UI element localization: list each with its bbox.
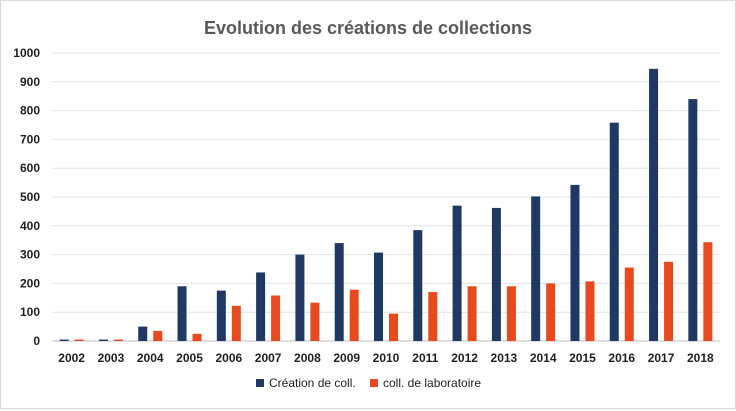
bar-creation	[98, 339, 108, 341]
bar-laboratoire	[506, 286, 516, 341]
x-tick-label: 2006	[215, 351, 242, 365]
bar-laboratoire	[585, 281, 595, 341]
bar-creation	[649, 68, 659, 341]
bar-laboratoire	[74, 339, 84, 341]
bar-creation	[59, 339, 69, 341]
x-tick-label: 2011	[412, 351, 438, 365]
y-tick-label: 300	[20, 248, 40, 262]
legend-label: Création de coll.	[269, 376, 356, 390]
y-tick-label: 800	[20, 104, 40, 118]
bar-creation	[295, 254, 305, 341]
bar-laboratoire	[231, 305, 241, 341]
chart-title: Evolution des créations de collections	[204, 18, 532, 38]
bar-laboratoire	[192, 333, 202, 341]
bar-creation	[177, 286, 187, 341]
bar-laboratoire	[428, 292, 438, 341]
x-tick-label: 2013	[491, 351, 518, 365]
bar-creation	[334, 243, 344, 341]
y-tick-label: 600	[20, 161, 40, 175]
bar-creation	[413, 230, 423, 341]
bar-creation	[570, 184, 580, 341]
y-tick-label: 500	[20, 190, 40, 204]
bar-creation	[216, 290, 226, 341]
y-tick-label: 100	[20, 305, 40, 319]
y-tick-label: 200	[20, 276, 40, 290]
x-tick-label: 2018	[687, 351, 714, 365]
bar-creation	[256, 272, 266, 341]
bar-laboratoire	[310, 302, 320, 341]
x-tick-label: 2003	[98, 351, 125, 365]
gridlines	[52, 52, 720, 342]
x-tick-label: 2012	[451, 351, 478, 365]
x-tick-label: 2010	[373, 351, 400, 365]
y-tick-label: 1000	[13, 46, 40, 60]
bar-laboratoire	[389, 313, 398, 341]
bar-creation	[531, 196, 541, 341]
x-tick-label: 2009	[333, 351, 360, 365]
legend-swatch	[370, 379, 378, 387]
y-tick-label: 900	[20, 75, 40, 89]
bar-creation	[374, 252, 383, 341]
bar-laboratoire	[153, 330, 163, 341]
y-tick-label: 700	[20, 132, 40, 146]
x-tick-label: 2007	[255, 351, 282, 365]
x-tick-label: 2008	[294, 351, 321, 365]
bar-creation	[609, 122, 619, 341]
x-tick-label: 2014	[530, 351, 557, 365]
bar-laboratoire	[349, 289, 359, 341]
y-axis: 0 100 200 300 400 500 600 700 800 900 1000	[13, 46, 40, 348]
x-tick-label: 2016	[608, 351, 635, 365]
bar-laboratoire	[271, 295, 281, 341]
x-tick-label: 2002	[58, 351, 85, 365]
bar-laboratoire	[664, 261, 674, 341]
bar-laboratoire	[546, 283, 556, 341]
x-tick-label: 2005	[176, 351, 203, 365]
bar-laboratoire	[703, 242, 713, 341]
x-tick-label: 2004	[137, 351, 164, 365]
legend-swatch	[256, 379, 264, 387]
bar-laboratoire	[467, 286, 477, 341]
bar-creation	[491, 207, 501, 341]
x-tick-label: 2015	[569, 351, 596, 365]
bars	[59, 68, 713, 341]
legend-label: coll. de laboratoire	[383, 376, 481, 390]
y-tick-label: 400	[20, 219, 40, 233]
bar-laboratoire	[113, 339, 123, 341]
x-tick-label: 2017	[648, 351, 675, 365]
bar-creation	[138, 326, 148, 341]
x-axis: 2002 2003 2004 2005 2006 2007 2008 2009 2010 2011…	[58, 351, 714, 365]
legend: Création de coll. coll. de laboratoire	[256, 376, 481, 390]
bar-creation	[688, 99, 698, 341]
bar-creation	[452, 205, 462, 341]
y-tick-label: 0	[33, 334, 40, 348]
bar-laboratoire	[624, 267, 634, 341]
